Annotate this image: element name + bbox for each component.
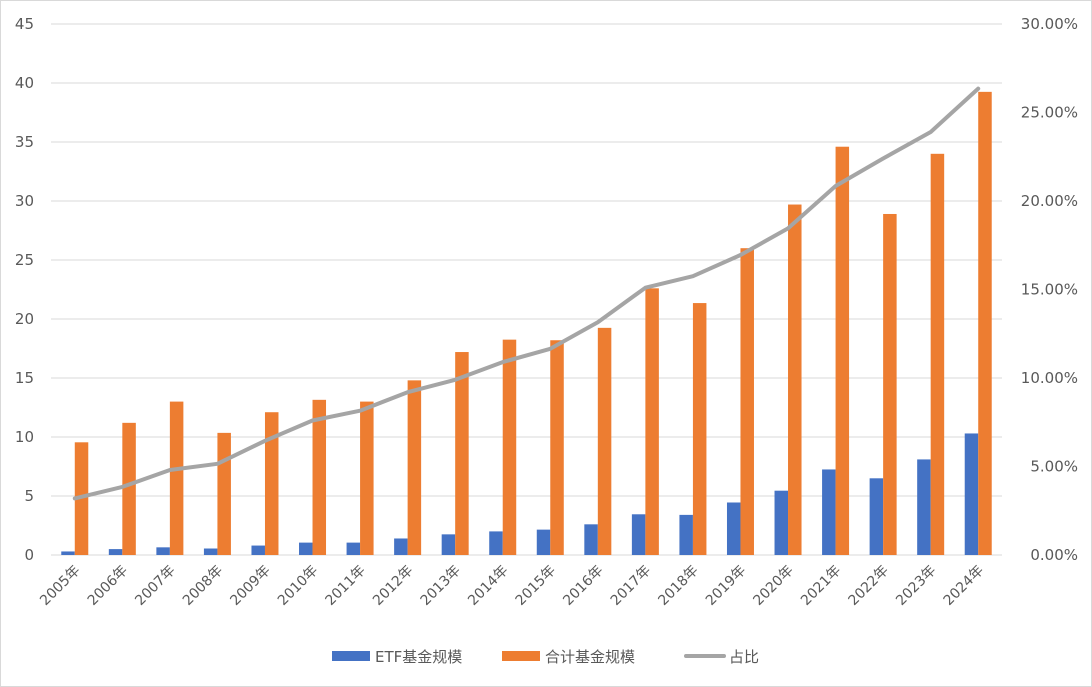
- y-right-tick-label: 5.00%: [1030, 458, 1078, 476]
- bar: [109, 549, 123, 555]
- bar: [727, 502, 741, 555]
- bar: [978, 92, 992, 555]
- x-tick-label: 2010年: [275, 563, 321, 609]
- x-tick-label: 2005年: [37, 563, 83, 609]
- y-left-tick-label: 0: [24, 546, 34, 564]
- bar-series-group: [61, 92, 991, 555]
- bar: [455, 352, 469, 555]
- y-left-tick-label: 15: [15, 369, 34, 387]
- bar: [550, 340, 564, 555]
- y-left-tick-label: 20: [15, 310, 34, 328]
- bar: [394, 538, 408, 555]
- y-right-tick-label: 30.00%: [1021, 15, 1078, 33]
- bar: [917, 459, 931, 555]
- legend-label: 合计基金规模: [545, 648, 635, 666]
- bar: [299, 543, 313, 555]
- y-left-tick-label: 40: [15, 74, 34, 92]
- x-tick-label: 2018年: [655, 563, 701, 609]
- legend-swatch: [332, 651, 370, 661]
- y-right-tick-label: 15.00%: [1021, 281, 1078, 299]
- bar: [836, 147, 850, 555]
- x-tick-label: 2015年: [513, 563, 559, 609]
- bar: [156, 547, 170, 555]
- y-left-tick-label: 30: [15, 192, 34, 210]
- bar: [347, 543, 361, 555]
- y-right-tick-label: 10.00%: [1021, 369, 1078, 387]
- bar: [931, 154, 945, 555]
- x-tick-label: 2019年: [703, 563, 749, 609]
- bar: [822, 469, 836, 555]
- legend: ETF基金规模 合计基金规模 占比: [332, 648, 759, 666]
- x-tick-label: 2008年: [180, 563, 226, 609]
- bar: [204, 549, 218, 555]
- left-axis-ticks: 0 5 10 15 20 25 30 35 40 45: [15, 15, 34, 564]
- y-left-tick-label: 10: [15, 428, 34, 446]
- x-tick-label: 2017年: [608, 563, 654, 609]
- y-right-tick-label: 25.00%: [1021, 104, 1078, 122]
- bar: [584, 524, 598, 555]
- right-axis-ticks: 0.00% 5.00% 10.00% 15.00% 20.00% 25.00% 30.00%: [1021, 15, 1078, 564]
- x-tick-label: 2007年: [132, 563, 178, 609]
- y-right-tick-label: 20.00%: [1021, 192, 1078, 210]
- bar: [360, 402, 374, 555]
- bar: [408, 380, 422, 555]
- x-tick-label: 2016年: [560, 563, 606, 609]
- x-tick-label: 2023年: [893, 563, 939, 609]
- bar: [265, 412, 279, 555]
- bar: [679, 515, 693, 555]
- x-tick-label: 2024年: [941, 563, 987, 609]
- y-left-tick-label: 5: [24, 487, 34, 505]
- x-tick-label: 2006年: [85, 563, 131, 609]
- x-tick-label: 2009年: [227, 563, 273, 609]
- x-tick-label: 2012年: [370, 563, 416, 609]
- bar: [313, 400, 327, 555]
- bar: [632, 514, 646, 555]
- bar: [251, 546, 265, 555]
- bar: [489, 531, 503, 555]
- bar: [217, 433, 231, 555]
- x-tick-label: 2020年: [750, 563, 796, 609]
- x-tick-label: 2022年: [846, 563, 892, 609]
- bar: [645, 288, 659, 555]
- bar: [788, 205, 802, 555]
- bar: [883, 214, 897, 555]
- bar: [503, 340, 516, 555]
- bar: [693, 303, 707, 555]
- y-left-tick-label: 35: [15, 133, 34, 151]
- bar: [775, 491, 789, 555]
- bar: [870, 478, 884, 555]
- x-axis-ticks: 2005年 2006年 2007年 2008年 2009年 2010年 2011年 2012年…: [37, 563, 987, 609]
- bar: [170, 402, 184, 555]
- gridlines: [51, 24, 1002, 555]
- legend-label: ETF基金规模: [375, 648, 462, 666]
- bar: [442, 534, 456, 555]
- x-tick-label: 2013年: [418, 563, 464, 609]
- bar: [965, 433, 979, 555]
- x-tick-label: 2011年: [322, 563, 368, 609]
- bar: [122, 423, 136, 555]
- x-tick-label: 2021年: [798, 563, 844, 609]
- legend-swatch: [502, 651, 540, 661]
- y-left-tick-label: 45: [15, 15, 34, 33]
- legend-label: 占比: [729, 648, 759, 666]
- bar: [598, 328, 612, 555]
- y-left-tick-label: 25: [15, 251, 34, 269]
- y-right-tick-label: 0.00%: [1030, 546, 1078, 564]
- bar: [61, 551, 75, 555]
- bar: [740, 248, 754, 555]
- x-tick-label: 2014年: [465, 563, 511, 609]
- bar: [537, 530, 551, 555]
